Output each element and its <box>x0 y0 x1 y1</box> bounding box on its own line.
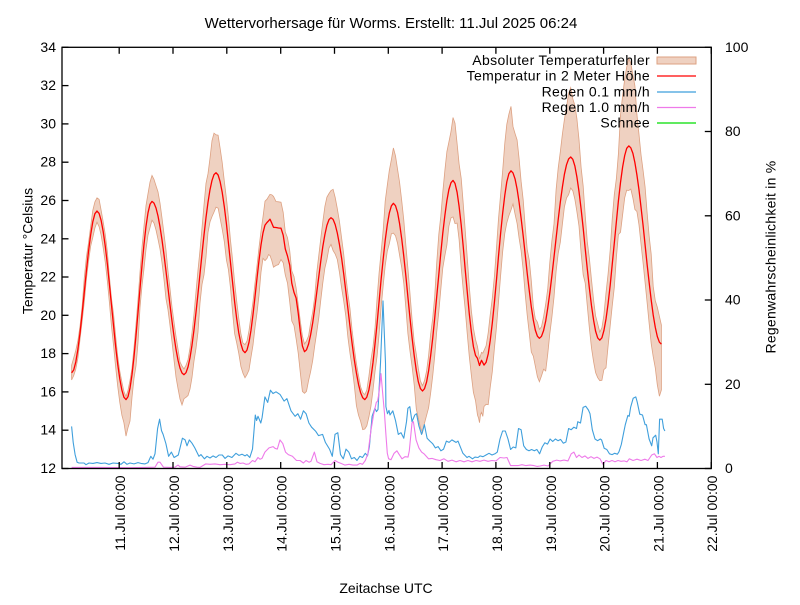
svg-text:16.Jul 00:00: 16.Jul 00:00 <box>381 475 397 551</box>
svg-text:26: 26 <box>40 192 56 208</box>
svg-text:60: 60 <box>725 207 741 223</box>
svg-text:30: 30 <box>40 115 56 131</box>
svg-text:32: 32 <box>40 77 56 93</box>
svg-text:13.Jul 00:00: 13.Jul 00:00 <box>220 475 236 551</box>
svg-text:24: 24 <box>40 230 56 246</box>
svg-text:21.Jul 00:00: 21.Jul 00:00 <box>650 475 666 551</box>
svg-text:22: 22 <box>40 269 56 285</box>
svg-text:20: 20 <box>725 376 741 392</box>
svg-text:17.Jul 00:00: 17.Jul 00:00 <box>435 475 451 551</box>
svg-text:18.Jul 00:00: 18.Jul 00:00 <box>489 475 505 551</box>
svg-text:Wettervorhersage für Worms. Er: Wettervorhersage für Worms. Erstellt: 11… <box>205 15 578 32</box>
svg-text:20.Jul 00:00: 20.Jul 00:00 <box>597 475 613 551</box>
svg-text:14: 14 <box>40 422 56 438</box>
svg-text:22.Jul 00:00: 22.Jul 00:00 <box>704 475 720 551</box>
svg-text:14.Jul 00:00: 14.Jul 00:00 <box>274 475 290 551</box>
svg-text:20: 20 <box>40 307 56 323</box>
svg-text:18: 18 <box>40 345 56 361</box>
svg-text:16: 16 <box>40 383 56 399</box>
svg-text:0: 0 <box>725 460 733 476</box>
svg-text:Regen 1.0 mm/h: Regen 1.0 mm/h <box>542 99 650 115</box>
svg-text:Schnee: Schnee <box>600 115 650 131</box>
svg-text:15.Jul 00:00: 15.Jul 00:00 <box>328 475 344 551</box>
svg-text:40: 40 <box>725 292 741 308</box>
svg-text:Regenwahrscheinlichkeit in %: Regenwahrscheinlichkeit in % <box>763 161 779 354</box>
svg-text:Absoluter Temperaturfehler: Absoluter Temperaturfehler <box>472 52 650 68</box>
svg-text:100: 100 <box>725 39 749 55</box>
svg-text:28: 28 <box>40 154 56 170</box>
svg-text:11.Jul 00:00: 11.Jul 00:00 <box>112 475 128 550</box>
svg-text:12: 12 <box>40 460 56 476</box>
svg-text:19.Jul 00:00: 19.Jul 00:00 <box>543 475 559 551</box>
svg-text:80: 80 <box>725 123 741 139</box>
svg-text:Temperatur in 2 Meter Höhe: Temperatur in 2 Meter Höhe <box>467 68 650 84</box>
svg-text:Zeitachse UTC: Zeitachse UTC <box>339 580 432 596</box>
svg-text:34: 34 <box>40 39 56 55</box>
svg-text:Temperatur °Celsius: Temperatur °Celsius <box>20 188 36 314</box>
svg-text:Regen 0.1 mm/h: Regen 0.1 mm/h <box>542 84 650 100</box>
svg-text:12.Jul 00:00: 12.Jul 00:00 <box>166 475 182 551</box>
